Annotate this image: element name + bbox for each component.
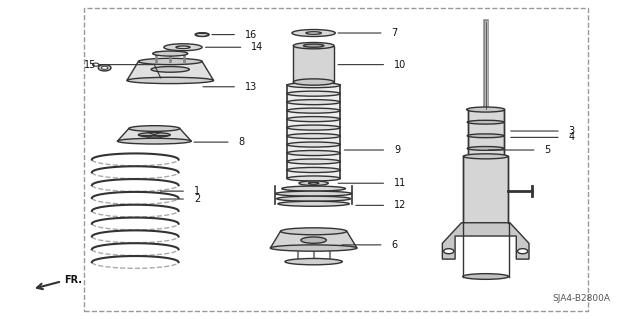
Ellipse shape: [127, 77, 214, 84]
Ellipse shape: [282, 186, 346, 191]
Ellipse shape: [138, 133, 170, 137]
Ellipse shape: [287, 151, 340, 156]
Ellipse shape: [195, 33, 209, 36]
Bar: [293, 46, 334, 82]
Ellipse shape: [287, 108, 340, 113]
Ellipse shape: [301, 237, 326, 243]
Ellipse shape: [293, 79, 334, 85]
Ellipse shape: [467, 146, 504, 150]
Text: 9: 9: [394, 145, 400, 155]
Ellipse shape: [280, 228, 347, 235]
Polygon shape: [270, 231, 357, 248]
Ellipse shape: [306, 32, 321, 34]
Ellipse shape: [444, 249, 454, 254]
Ellipse shape: [287, 116, 340, 122]
Ellipse shape: [467, 107, 505, 112]
Ellipse shape: [276, 196, 351, 201]
Ellipse shape: [303, 44, 324, 47]
Ellipse shape: [99, 65, 111, 71]
Text: SJA4-B2800A: SJA4-B2800A: [552, 294, 610, 303]
Ellipse shape: [287, 100, 340, 105]
Polygon shape: [442, 223, 529, 259]
Ellipse shape: [308, 182, 319, 184]
Ellipse shape: [101, 66, 108, 69]
Ellipse shape: [463, 154, 508, 159]
Ellipse shape: [153, 51, 188, 56]
Bar: [84, 8, 588, 311]
Ellipse shape: [467, 120, 504, 124]
Ellipse shape: [292, 30, 335, 36]
Text: 11: 11: [394, 178, 406, 188]
Ellipse shape: [467, 134, 504, 138]
Text: 1: 1: [194, 186, 200, 196]
Ellipse shape: [275, 191, 352, 196]
Text: FR.: FR.: [64, 275, 82, 285]
Ellipse shape: [117, 138, 191, 144]
Ellipse shape: [270, 245, 357, 251]
Ellipse shape: [138, 58, 202, 65]
Ellipse shape: [287, 134, 340, 138]
Ellipse shape: [278, 201, 349, 206]
Ellipse shape: [287, 125, 340, 130]
Text: 6: 6: [392, 240, 397, 250]
Text: 10: 10: [394, 60, 406, 70]
Ellipse shape: [164, 44, 202, 51]
Ellipse shape: [129, 126, 180, 131]
Ellipse shape: [287, 167, 340, 173]
Text: 5: 5: [544, 145, 550, 155]
Bar: [468, 109, 504, 156]
Text: 14: 14: [251, 42, 264, 52]
Ellipse shape: [151, 67, 189, 72]
Bar: [287, 85, 340, 178]
Ellipse shape: [287, 176, 340, 181]
Text: 4: 4: [568, 132, 575, 142]
Polygon shape: [127, 62, 214, 80]
Ellipse shape: [518, 249, 528, 254]
Ellipse shape: [285, 258, 342, 265]
Text: 2: 2: [194, 194, 200, 204]
Ellipse shape: [287, 91, 340, 96]
Bar: [463, 156, 508, 223]
Ellipse shape: [176, 46, 190, 48]
Ellipse shape: [287, 142, 340, 147]
Ellipse shape: [287, 159, 340, 164]
Ellipse shape: [287, 83, 340, 88]
Text: 13: 13: [245, 82, 257, 92]
Text: 7: 7: [392, 28, 397, 38]
Ellipse shape: [293, 42, 334, 49]
Text: 12: 12: [394, 200, 406, 210]
Text: 16: 16: [245, 30, 257, 40]
Text: 8: 8: [239, 137, 244, 147]
Ellipse shape: [299, 181, 328, 185]
Text: 15: 15: [84, 60, 97, 70]
Polygon shape: [117, 129, 191, 141]
Ellipse shape: [463, 274, 509, 279]
Text: 3: 3: [568, 126, 575, 136]
